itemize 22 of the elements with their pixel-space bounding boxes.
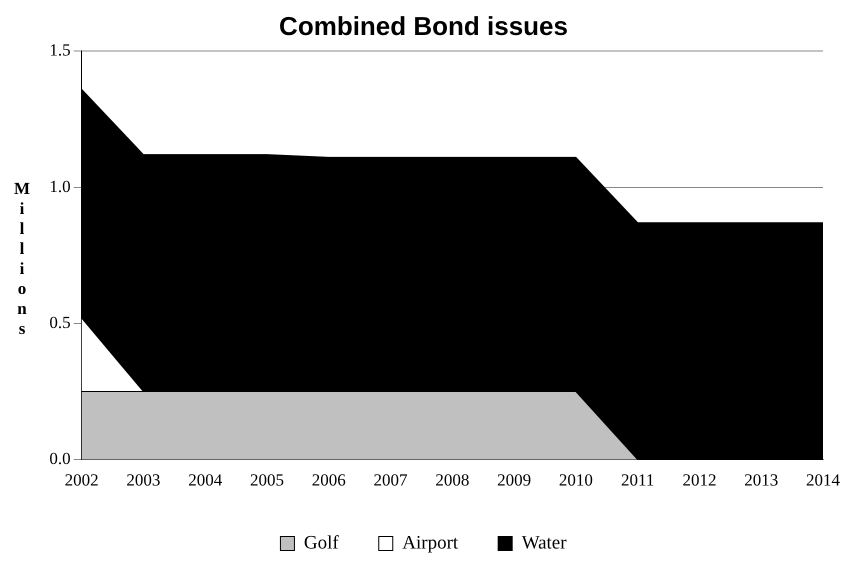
x-tick-label: 2005 [250, 470, 284, 490]
x-tick-label: 2007 [374, 470, 408, 490]
x-tick-label: 2008 [435, 470, 470, 490]
y-tick-label: 1.0 [49, 176, 71, 196]
x-tick-label: 2002 [64, 470, 99, 490]
x-tick-label: 2013 [744, 470, 778, 490]
x-tick-label: 2010 [558, 470, 593, 490]
x-tick-label: 2011 [620, 470, 654, 490]
x-tick-label: 2004 [188, 470, 223, 490]
legend-label: Water [522, 532, 568, 554]
y-axis-title: Millions [14, 178, 30, 338]
y-tick-label: 0.5 [49, 312, 71, 332]
x-tick-label: 2014 [806, 470, 840, 490]
x-tick-label: 2009 [497, 470, 532, 490]
chart-title: Combined Bond issues [279, 10, 568, 41]
y-tick-label: 0.0 [49, 449, 71, 468]
y-tick-label: 1.5 [49, 40, 71, 60]
x-tick-label: 2012 [682, 470, 716, 490]
x-tick-label: 2006 [312, 470, 346, 490]
x-tick-label: 2003 [126, 470, 160, 490]
legend-label: Airport [402, 532, 459, 554]
legend-label: Golf [304, 532, 340, 554]
